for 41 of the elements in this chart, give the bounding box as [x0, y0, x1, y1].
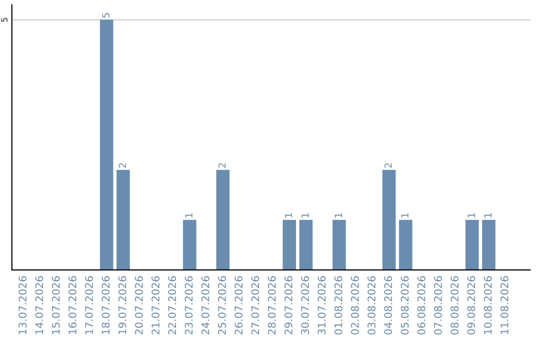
- x-tick-label: 06.08.2026: [417, 276, 426, 334]
- x-tick-label: 15.07.2026: [52, 276, 60, 334]
- data-label: 5: [102, 13, 110, 18]
- x-tick-label: 20.07.2026: [134, 276, 143, 334]
- x-tick-label: 03.08.2026: [368, 276, 376, 334]
- data-label: 1: [484, 213, 492, 218]
- x-tick-label: 31.07.2026: [318, 276, 326, 334]
- x-tick-label: 05.08.2026: [400, 276, 409, 334]
- x-tick-label: 16.07.2026: [68, 276, 76, 334]
- x-tick-label: 02.08.2026: [350, 276, 359, 334]
- x-tick-label: 29.07.2026: [284, 276, 292, 334]
- data-label: 1: [334, 213, 342, 218]
- data-label: 1: [185, 213, 192, 218]
- data-label: 2: [118, 163, 126, 168]
- x-tick-label: 18.07.2026: [102, 276, 110, 334]
- x-tick-label: 24.07.2026: [201, 276, 210, 334]
- x-tick-label: 07.08.2026: [434, 276, 442, 334]
- x-tick-label: 13.07.2026: [18, 276, 27, 334]
- x-tick-label: 01.08.2026: [334, 276, 342, 334]
- x-tick-label: 26.07.2026: [234, 276, 243, 334]
- data-label: 1: [401, 213, 408, 218]
- x-tick-label: 25.07.2026: [218, 276, 226, 334]
- x-tick-label: 28.07.2026: [268, 276, 276, 334]
- x-tick-label: 14.07.2026: [35, 276, 44, 334]
- data-label: 1: [468, 213, 475, 218]
- x-tick-label: 17.07.2026: [85, 276, 93, 334]
- x-tick-label: 19.07.2026: [118, 276, 126, 334]
- x-tick-label: 23.07.2026: [184, 276, 193, 334]
- x-tick-label: 30.07.2026: [301, 276, 309, 334]
- data-label: 1: [284, 213, 292, 218]
- x-tick-label: 04.08.2026: [384, 276, 392, 334]
- data-label: 2: [218, 163, 226, 168]
- x-tick-label: 10.08.2026: [484, 276, 492, 334]
- x-tick-label: 27.07.2026: [251, 276, 260, 334]
- x-tick-label: 09.08.2026: [467, 276, 476, 334]
- x-tick-label: 08.08.2026: [450, 276, 459, 334]
- x-tick-label: 11.08.2026: [500, 276, 508, 334]
- x-tick-label: 21.07.2026: [152, 276, 160, 334]
- data-label: 1: [302, 213, 309, 218]
- data-label: 2: [384, 163, 392, 168]
- x-tick-label: 22.07.2026: [168, 276, 176, 334]
